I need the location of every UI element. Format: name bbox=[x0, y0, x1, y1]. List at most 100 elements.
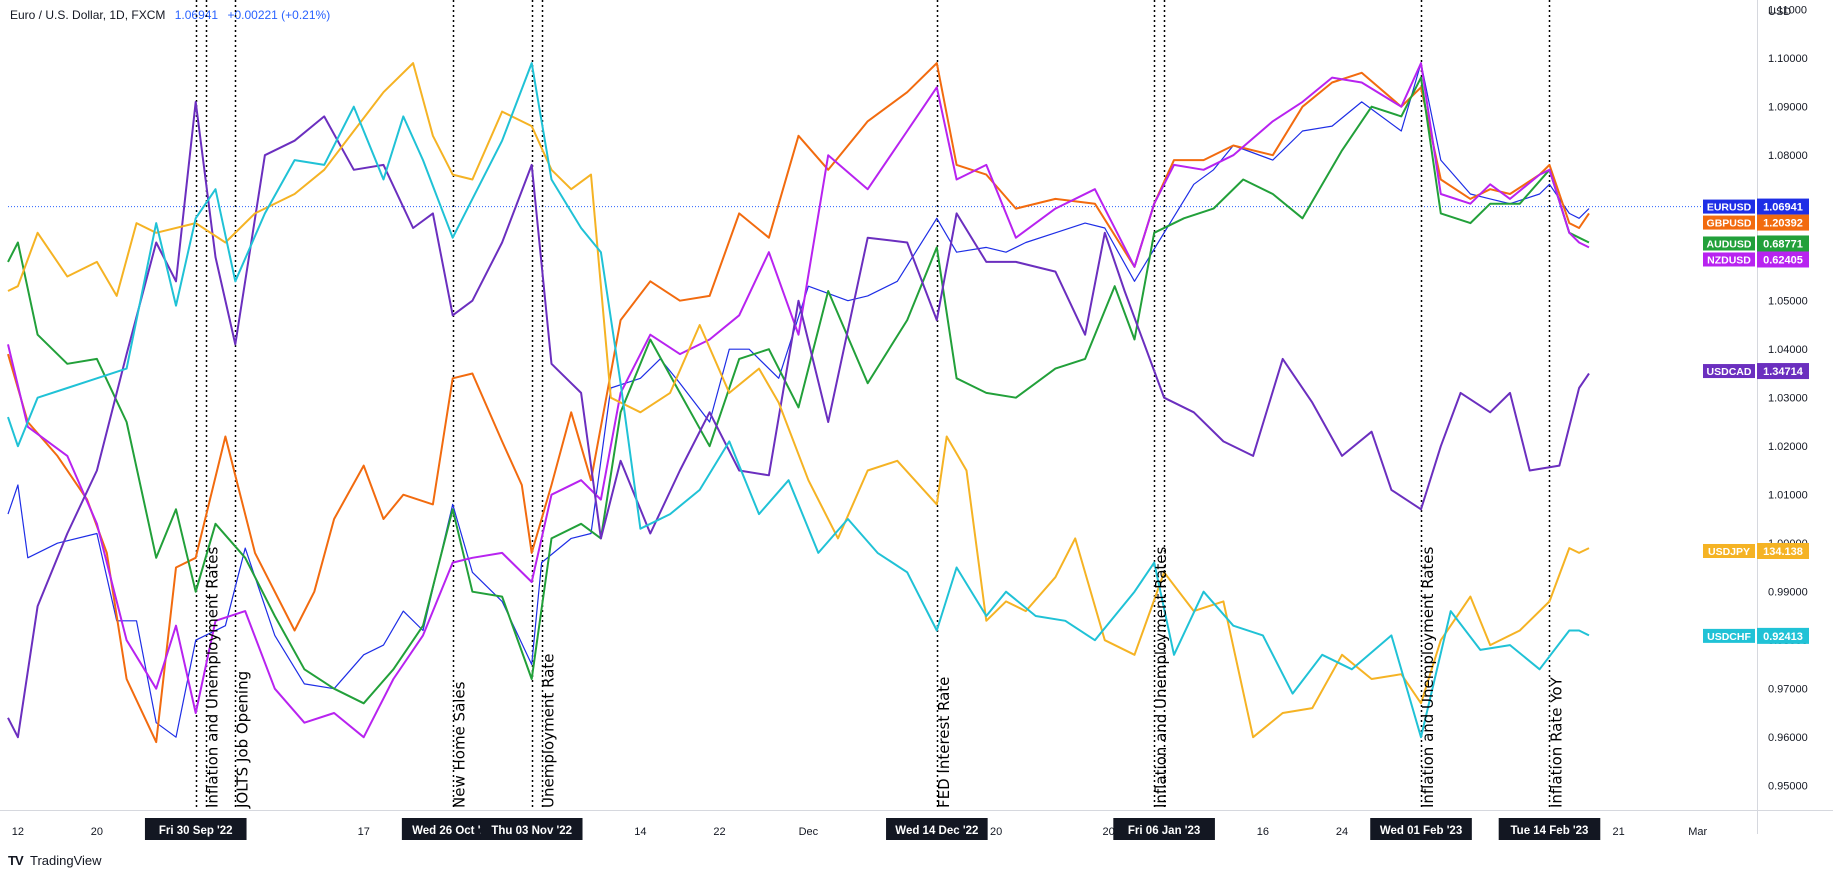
highlight-date-badge: Wed 01 Feb '23 bbox=[1370, 818, 1472, 840]
highlight-date-badge: Fri 30 Sep '22 bbox=[144, 818, 247, 840]
price-tag-value: 1.34714 bbox=[1763, 366, 1804, 378]
price-tag-symbol: USDCAD bbox=[1707, 366, 1752, 378]
x-tick-label: 14 bbox=[634, 826, 646, 838]
highlight-date-box bbox=[1113, 818, 1215, 840]
highlight-date-badge: Wed 26 Oct '22 bbox=[401, 818, 504, 840]
x-tick-label: 24 bbox=[1336, 826, 1348, 838]
price-tag-value: 0.62405 bbox=[1763, 254, 1803, 266]
highlight-date-badge: Wed 14 Dec '22 bbox=[886, 818, 988, 840]
event-annotation-label: FED Interest Rate bbox=[935, 677, 953, 808]
symbol-title: Euro / U.S. Dollar, 1D, FXCM bbox=[10, 8, 166, 22]
x-tick-label: 12 bbox=[12, 826, 24, 838]
y-tick-label: 1.01000 bbox=[1768, 490, 1808, 502]
price-tag-symbol: USDJPY bbox=[1708, 546, 1750, 558]
highlight-date-label: Wed 01 Feb '23 bbox=[1380, 825, 1462, 837]
price-tag-symbol: EURUSD bbox=[1707, 202, 1752, 214]
price-tag-usdjpy: USDJPY 134.138 bbox=[1703, 542, 1809, 559]
x-tick-label: 20 bbox=[91, 826, 103, 838]
price-tag-value: 1.20392 bbox=[1763, 218, 1803, 230]
price-tag-symbol: USDCHF bbox=[1707, 631, 1751, 643]
highlight-date-label: Thu 03 Nov '22 bbox=[491, 825, 572, 837]
y-tick-label: 0.97000 bbox=[1768, 684, 1808, 696]
y-tick-label: 1.10000 bbox=[1768, 53, 1808, 65]
y-tick-label: 0.95000 bbox=[1768, 781, 1808, 793]
price-tag-symbol-box bbox=[1703, 199, 1755, 214]
price-tag-value-box bbox=[1757, 235, 1809, 252]
event-annotation-label: Inflation and Unemployment Rates bbox=[1419, 546, 1437, 808]
highlight-date-box bbox=[144, 818, 247, 840]
price-tag-symbol-box bbox=[1703, 215, 1755, 230]
series-line-gbpusd bbox=[7, 62, 1590, 744]
price-tag-symbol-box bbox=[1703, 364, 1755, 379]
y-tick-label: 1.05000 bbox=[1768, 296, 1808, 308]
price-tag-value-box bbox=[1757, 214, 1809, 231]
tradingview-brand[interactable]: TV TradingView bbox=[8, 853, 102, 868]
price-tag-symbol: GBPUSD bbox=[1707, 218, 1752, 230]
price-tag-value: 134.138 bbox=[1763, 546, 1803, 558]
event-annotation-label: Unemployment Rate bbox=[540, 654, 558, 808]
price-tag-symbol-box bbox=[1703, 628, 1755, 643]
series-line-usdchf bbox=[7, 62, 1590, 739]
highlight-date-label: Wed 26 Oct '22 bbox=[412, 825, 493, 837]
price-tag-value-box bbox=[1757, 363, 1809, 380]
price-tag-nzdusd: NZDUSD 0.62405 bbox=[1703, 251, 1809, 268]
price-tag-gbpusd: GBPUSD 1.20392 bbox=[1703, 214, 1809, 231]
y-tick-label: 1.09000 bbox=[1768, 102, 1808, 114]
highlight-date-label: Fri 30 Sep '22 bbox=[159, 825, 233, 837]
highlight-date-box bbox=[1370, 818, 1472, 840]
series-line-nzdusd bbox=[7, 62, 1590, 739]
price-tag-value-box bbox=[1757, 251, 1809, 268]
highlight-date-badge: Thu 03 Nov '22 bbox=[480, 818, 583, 840]
price-tag-symbol: AUDUSD bbox=[1707, 238, 1752, 250]
price-tag-symbol-box bbox=[1703, 252, 1755, 267]
event-annotation-label: JOLTS Job Opening bbox=[233, 671, 251, 809]
x-tick-label: 22 bbox=[713, 826, 725, 838]
series-line-audusd bbox=[7, 76, 1590, 705]
price-tag-usdcad: USDCAD 1.34714 bbox=[1703, 363, 1809, 380]
highlight-date-badge: Tue 14 Feb '23 bbox=[1498, 818, 1601, 840]
brand-name: TradingView bbox=[30, 853, 102, 868]
price-tag-symbol-box bbox=[1703, 543, 1755, 558]
highlight-date-box bbox=[1498, 818, 1601, 840]
x-tick-label: Dec bbox=[799, 826, 819, 838]
event-annotation-label: Inflation Rate YoY bbox=[1548, 676, 1566, 808]
price-tag-value-box bbox=[1757, 198, 1809, 215]
price-tag-value-box bbox=[1757, 542, 1809, 559]
y-tick-label: 1.02000 bbox=[1768, 441, 1808, 453]
y-tick-label: 0.96000 bbox=[1768, 732, 1808, 744]
y-tick-label: 1.08000 bbox=[1768, 150, 1808, 162]
price-change: +0.00221 (+0.21%) bbox=[227, 8, 331, 22]
highlight-date-label: Fri 06 Jan '23 bbox=[1128, 825, 1200, 837]
y-tick-label: 1.11000 bbox=[1768, 5, 1807, 17]
price-tag-symbol-box bbox=[1703, 236, 1755, 251]
x-tick-label: 20 bbox=[990, 826, 1002, 838]
tradingview-logo-icon: TV bbox=[8, 853, 24, 868]
x-tick-label: 16 bbox=[1257, 826, 1269, 838]
series-line-eurusd bbox=[7, 62, 1590, 738]
event-annotation-label: Inflation and Unemployment Rates bbox=[1152, 546, 1170, 808]
chart-header: Euro / U.S. Dollar, 1D, FXCM 1.06941 +0.… bbox=[10, 8, 330, 22]
series-line-usdcad bbox=[7, 100, 1590, 739]
price-tag-value: 0.68771 bbox=[1763, 238, 1803, 250]
price-tag-value: 1.06941 bbox=[1763, 202, 1803, 214]
price-tag-value: 0.92413 bbox=[1763, 631, 1803, 643]
price-tag-symbol: NZDUSD bbox=[1707, 254, 1751, 266]
highlight-date-label: Tue 14 Feb '23 bbox=[1511, 825, 1589, 837]
highlight-date-box bbox=[886, 818, 988, 840]
price-tag-audusd: AUDUSD 0.68771 bbox=[1703, 235, 1809, 252]
event-annotation-label: New Home Sales bbox=[451, 681, 469, 808]
series-line-usdjpy bbox=[7, 62, 1590, 739]
event-annotation-label: Inflation and Unemployment Rates bbox=[204, 546, 222, 808]
highlight-date-label: Wed 14 Dec '22 bbox=[895, 825, 978, 837]
y-axis-unit: USD bbox=[1768, 6, 1792, 18]
y-tick-label: 1.04000 bbox=[1768, 344, 1808, 356]
y-tick-label: 0.99000 bbox=[1768, 587, 1808, 599]
y-tick-label: 1.03000 bbox=[1768, 393, 1808, 405]
highlight-date-box bbox=[401, 818, 504, 840]
x-tick-label: 21 bbox=[1613, 826, 1625, 838]
x-tick-label: 17 bbox=[358, 826, 370, 838]
price-tag-usdchf: USDCHF 0.92413 bbox=[1703, 627, 1809, 644]
x-tick-label: Mar bbox=[1688, 826, 1707, 838]
price-tag-value-box bbox=[1757, 627, 1809, 644]
